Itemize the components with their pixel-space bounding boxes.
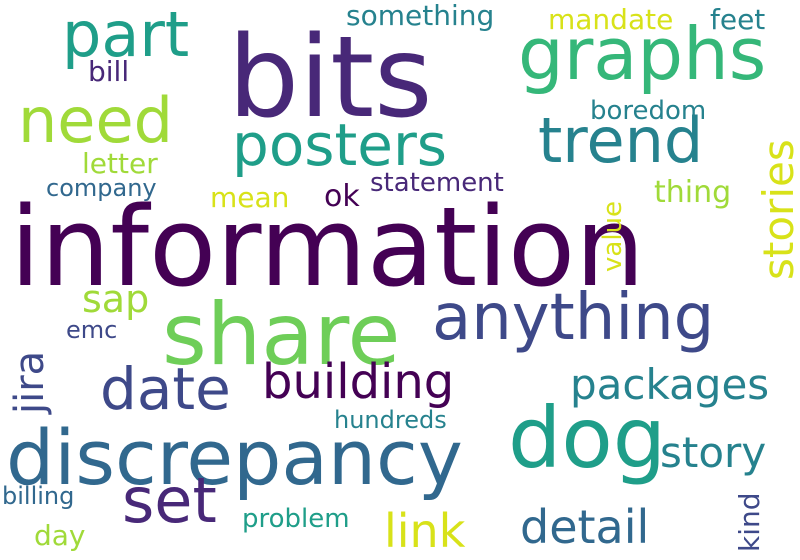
word-boredom: boredom bbox=[590, 96, 707, 126]
word-company: company bbox=[46, 174, 157, 202]
word-date: date bbox=[100, 355, 231, 423]
word-detail: detail bbox=[520, 500, 650, 554]
word-hundreds: hundreds bbox=[334, 406, 447, 434]
word-information: information bbox=[10, 183, 645, 311]
word-anything: anything bbox=[432, 281, 715, 355]
word-sap: sap bbox=[82, 277, 150, 321]
word-emc: emc bbox=[66, 316, 118, 344]
word-value: value bbox=[598, 200, 628, 272]
word-building: building bbox=[262, 354, 455, 410]
word-statement: statement bbox=[370, 168, 504, 198]
word-trend: trend bbox=[538, 104, 704, 177]
word-dog: dog bbox=[508, 389, 667, 487]
word-ok: ok bbox=[324, 179, 360, 214]
word-link: link bbox=[384, 504, 466, 558]
word-stories: stories bbox=[754, 139, 800, 280]
word-graphs: graphs bbox=[518, 12, 767, 96]
word-bits: bits bbox=[228, 13, 433, 143]
word-day: day bbox=[34, 519, 86, 552]
word-need: need bbox=[18, 84, 173, 157]
word-something: something bbox=[346, 0, 495, 32]
word-thing: thing bbox=[654, 175, 732, 210]
word-billing: billing bbox=[2, 482, 75, 510]
word-problem: problem bbox=[242, 504, 350, 534]
word-set: set bbox=[122, 464, 217, 537]
word-packages: packages bbox=[570, 360, 770, 409]
word-bill: bill bbox=[88, 55, 130, 88]
word-part: part bbox=[62, 0, 190, 71]
word-jira: jira bbox=[7, 350, 53, 414]
word-posters: posters bbox=[232, 111, 448, 179]
word-story: story bbox=[660, 428, 767, 477]
word-discrepancy: discrepancy bbox=[6, 413, 463, 502]
word-mean: mean bbox=[210, 181, 290, 214]
word-letter: letter bbox=[82, 147, 158, 180]
word-kind: kind bbox=[733, 492, 766, 552]
word-share: share bbox=[162, 285, 401, 385]
word-feet: feet bbox=[710, 3, 766, 36]
word-mandate: mandate bbox=[548, 3, 674, 36]
